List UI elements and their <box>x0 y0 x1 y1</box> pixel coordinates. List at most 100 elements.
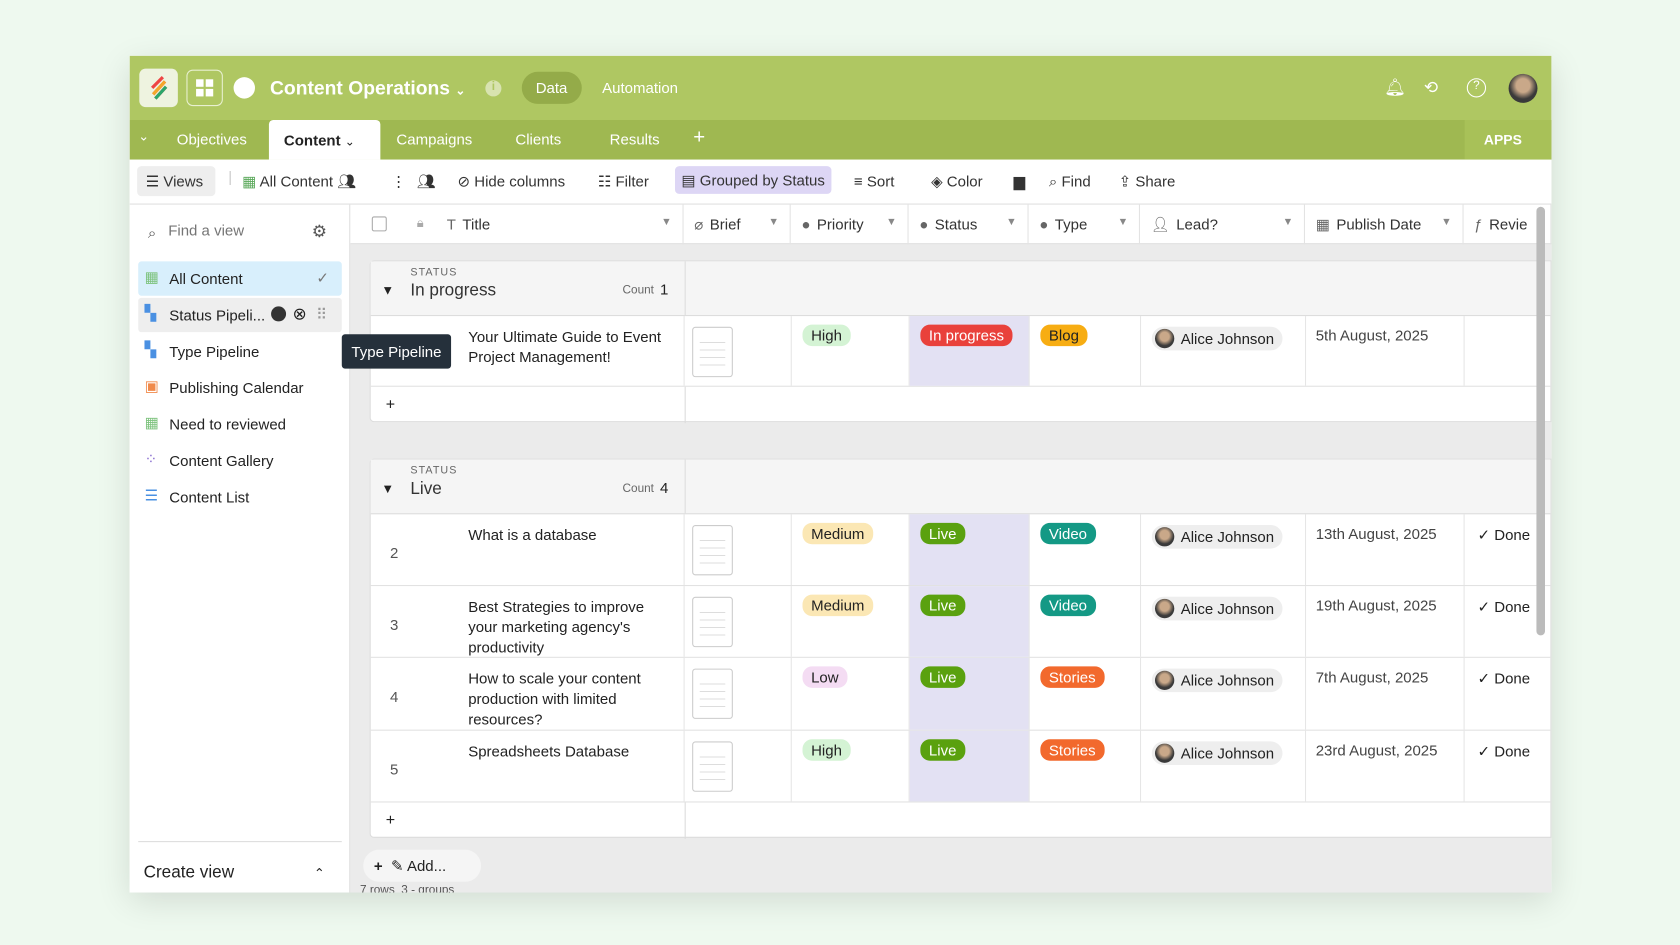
gear-icon[interactable]: ⚙ <box>311 222 328 242</box>
row-height-icon[interactable]: ▆ <box>1013 172 1026 190</box>
more-icon[interactable]: ⋮ <box>391 172 407 190</box>
color-button[interactable]: ◈ Color <box>931 173 983 191</box>
column-header-priority[interactable]: ● Priority ▼ <box>791 204 909 245</box>
table-row[interactable]: 4 How to scale your content production wi… <box>370 657 1552 731</box>
app-logo[interactable] <box>139 68 178 108</box>
views-button[interactable]: ☰ Views <box>137 166 216 197</box>
status-cell[interactable]: Live <box>909 586 1030 657</box>
close-icon[interactable]: ⊗ <box>292 305 307 324</box>
document-thumbnail[interactable] <box>692 596 733 648</box>
brief-cell[interactable] <box>685 514 792 586</box>
chevron-down-icon[interactable]: ▼ <box>1441 216 1452 229</box>
current-view-button[interactable]: ▦ All Content 👥︎ <box>242 173 356 191</box>
priority-cell[interactable]: High <box>792 730 910 802</box>
group-header[interactable]: ▼ STATUS Live Count 4 <box>370 459 1551 515</box>
tab-results[interactable]: Results <box>609 130 660 148</box>
sidebar-item-all-content[interactable]: ▦ All Content ✓ <box>138 261 342 296</box>
chevron-down-icon[interactable]: ▼ <box>886 216 897 229</box>
sidebar-item-publishing-calendar[interactable]: ▣ Publishing Calendar <box>138 371 342 405</box>
review-cell[interactable]: ✓ Done <box>1465 731 1552 802</box>
collapse-triangle-icon[interactable]: ▼ <box>381 282 395 298</box>
help-icon[interactable]: ? <box>1466 78 1487 98</box>
tab-campaigns[interactable]: Campaigns <box>396 130 473 148</box>
select-all-checkbox[interactable] <box>371 216 387 232</box>
sort-button[interactable]: ≡ Sort <box>854 173 894 190</box>
status-cell[interactable]: Live <box>909 730 1030 802</box>
sidebar-item-content-list[interactable]: ☰ Content List <box>138 480 342 514</box>
add-row-button[interactable]: + ✎ Add... <box>363 849 482 882</box>
chevron-down-icon[interactable]: ▼ <box>1282 216 1294 229</box>
type-cell[interactable]: Video <box>1030 514 1142 586</box>
group-header[interactable]: ▼ STATUS In progress Count 1 <box>370 261 1551 317</box>
info-icon[interactable]: i <box>485 80 502 97</box>
lead-cell[interactable]: Alice Johnson <box>1141 316 1307 386</box>
plus-icon[interactable]: + <box>385 811 396 830</box>
table-row[interactable]: 5 Spreadsheets Database High Live Stories Ali… <box>370 730 1552 803</box>
collapse-triangle-icon[interactable]: ▼ <box>381 481 395 497</box>
chevron-up-icon[interactable]: ⌃ <box>313 865 325 881</box>
publish-date-cell[interactable]: 23rd August, 2025 <box>1306 730 1465 802</box>
publish-date-cell[interactable]: 7th August, 2025 <box>1306 657 1465 730</box>
column-header-title[interactable]: T Title ▼ <box>441 204 684 245</box>
table-row[interactable]: 2 What is a database Medium Live Video Alice … <box>370 514 1552 587</box>
publish-date-cell[interactable]: 13th August, 2025 <box>1306 514 1465 586</box>
priority-cell[interactable]: Medium <box>792 586 910 657</box>
nav-data[interactable]: Data <box>521 71 582 104</box>
title-cell[interactable]: 4 How to scale your content production wi… <box>371 657 685 730</box>
filter-button[interactable]: ☷ Filter <box>598 173 649 191</box>
find-view-input[interactable] <box>168 221 297 239</box>
history-icon[interactable]: ⟲ <box>1423 79 1439 98</box>
view-menu-icon[interactable] <box>271 306 287 322</box>
vertical-scrollbar[interactable] <box>1536 206 1546 636</box>
publish-date-cell[interactable]: 5th August, 2025 <box>1306 316 1465 386</box>
tab-content[interactable]: Content ⌄ <box>268 120 381 160</box>
hide-columns-button[interactable]: ⊘ Hide columns <box>458 173 566 191</box>
type-cell[interactable]: Blog <box>1030 316 1142 386</box>
document-thumbnail[interactable] <box>692 525 733 576</box>
title-cell[interactable]: Your Ultimate Guide to Event Project Man… <box>371 316 685 386</box>
brief-cell[interactable] <box>685 657 792 730</box>
type-cell[interactable]: Video <box>1030 586 1142 657</box>
review-cell[interactable]: ✓ Done <box>1465 658 1552 730</box>
brief-cell[interactable] <box>685 730 792 802</box>
apps-grid-icon[interactable] <box>186 69 223 107</box>
column-header-lead-[interactable]: 👤︎ Lead? ▼ <box>1140 204 1306 245</box>
tab-clients[interactable]: Clients <box>515 130 562 148</box>
priority-cell[interactable]: High <box>792 316 910 386</box>
create-view-button[interactable]: Create view <box>143 863 235 882</box>
lead-cell[interactable]: Alice Johnson <box>1141 657 1307 730</box>
sidebar-item-status-pipeli-[interactable]: ▚ Status Pipeli... ⊗ ⠿ <box>138 297 342 333</box>
publish-date-cell[interactable]: 19th August, 2025 <box>1306 586 1465 657</box>
workspace-title[interactable]: Content Operations ⌄ <box>270 77 465 100</box>
apps-button[interactable]: APPS <box>1464 120 1552 160</box>
review-cell[interactable]: ✓ Done <box>1465 586 1552 657</box>
drag-handle-icon[interactable]: ⠿ <box>316 305 328 323</box>
plus-icon[interactable]: + <box>385 395 396 414</box>
document-thumbnail[interactable] <box>692 741 733 792</box>
document-thumbnail[interactable] <box>692 326 733 378</box>
column-header-type[interactable]: ● Type ▼ <box>1029 204 1141 245</box>
chevron-down-icon[interactable]: ▼ <box>1006 216 1017 229</box>
column-header-publish-date[interactable]: ▦ Publish Date ▼ <box>1305 204 1464 245</box>
priority-cell[interactable]: Low <box>792 657 910 730</box>
share-users-icon[interactable]: 👥︎ <box>416 172 436 190</box>
group-button[interactable]: ▤ Grouped by Status <box>675 166 832 194</box>
review-cell[interactable]: ✓ Done <box>1465 514 1552 585</box>
sidebar-item-type-pipeline[interactable]: ▚ Type Pipeline <box>138 334 342 368</box>
status-cell[interactable]: Live <box>909 514 1030 586</box>
status-cell[interactable]: In progress <box>909 316 1030 386</box>
priority-cell[interactable]: Medium <box>792 514 910 586</box>
share-button[interactable]: ⇪ Share <box>1119 173 1176 191</box>
add-row[interactable]: + <box>371 802 1551 839</box>
column-header-brief[interactable]: ⌀ Brief ▼ <box>684 204 791 245</box>
nav-automation[interactable]: Automation <box>602 79 679 97</box>
document-thumbnail[interactable] <box>692 668 733 719</box>
find-button[interactable]: ⌕ Find <box>1049 173 1091 191</box>
lead-cell[interactable]: Alice Johnson <box>1141 514 1307 586</box>
title-cell[interactable]: 2 What is a database <box>371 514 685 586</box>
status-cell[interactable]: Live <box>909 657 1030 730</box>
type-cell[interactable]: Stories <box>1030 657 1142 730</box>
add-tab-icon[interactable]: + <box>693 126 706 149</box>
title-cell[interactable]: 3 Best Strategies to improve your marketi… <box>371 586 685 657</box>
brief-cell[interactable] <box>685 316 792 386</box>
